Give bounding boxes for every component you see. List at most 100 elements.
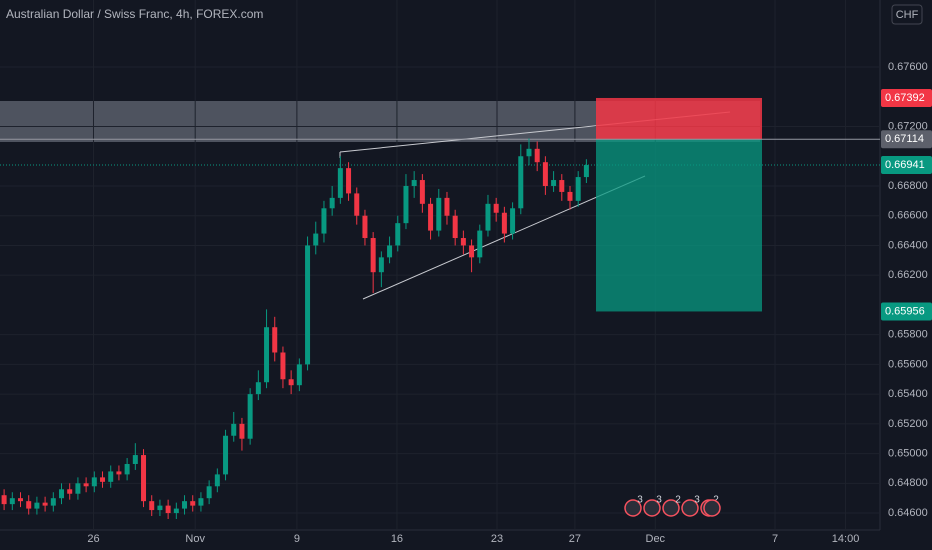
price-tag [881,130,932,149]
candle-body [477,230,483,258]
candle-body [190,501,196,506]
candle-body [198,498,204,506]
candle-body [34,502,40,509]
candle-body [534,148,540,163]
y-tick-label: 0.67600 [888,61,928,73]
candle-body [493,203,499,213]
take-profit-zone [596,139,762,312]
currency-button[interactable] [891,4,923,25]
candle-body [157,505,163,511]
candle-body [387,245,393,258]
candle-body [395,223,401,246]
candle-body [460,238,466,246]
candle-body [337,168,343,198]
candle-body [247,394,253,439]
candle-body [444,197,450,216]
candle-body [231,423,237,436]
x-tick-label: 9 [294,533,300,545]
candle-body [305,245,311,365]
candle-body [403,185,409,224]
candle-body [518,156,524,209]
candle-body [370,238,376,273]
price-tag [881,156,932,175]
y-tick-label: 0.64600 [888,507,928,519]
event-badge-label: 2 [675,495,681,506]
candle-body [42,502,48,506]
candle-body [346,168,352,194]
y-tick-label: 0.67200 [888,120,928,132]
price-tag-label: 0.67392 [885,92,925,104]
chart-title: Australian Dollar / Swiss Franc, 4h, FOR… [6,7,263,21]
candle-body [124,463,130,475]
y-tick-label: 0.65800 [888,329,928,341]
x-tick-label: 23 [491,533,503,545]
candle-body [469,245,475,258]
candle-body [296,364,302,386]
candle-body [567,191,573,201]
candle-body [378,257,384,273]
candle-body [583,165,589,178]
candle-body [264,327,270,383]
x-tick-label: 14:00 [832,533,860,545]
price-tag-label: 0.67114 [885,133,924,145]
candle-body [411,180,417,186]
candle-body [510,208,516,234]
event-badge-label: 2 [713,495,719,506]
y-tick-label: 0.65200 [888,418,928,430]
event-badge-label: 3 [694,495,700,506]
candle-body [165,505,171,514]
candle-body [132,455,138,464]
candle-body [551,180,557,186]
candle-body [206,486,212,499]
candle-body [116,471,122,475]
event-badge [662,499,680,517]
stop-loss-zone [596,97,762,140]
candle-body [313,233,319,246]
candle-body [1,495,7,505]
y-tick-label: 0.65000 [888,447,928,459]
candle-body [501,212,507,234]
candle-body [288,379,294,386]
candle-body [559,180,565,192]
candle-body [321,208,327,234]
price-tag [881,302,932,321]
candle-body [100,477,106,482]
x-tick-label: Nov [185,533,205,545]
candle-body [239,423,245,439]
y-tick-label: 0.66400 [888,239,928,251]
candle-body [214,474,220,487]
candle-body [436,197,442,231]
candle-body [149,501,155,511]
candle-body [75,483,81,494]
currency-label[interactable]: CHF [896,9,919,21]
candle-body [575,177,581,201]
candle-body [272,327,278,353]
candle-body [50,498,56,506]
candle-body [141,455,147,502]
y-tick-label: 0.65600 [888,358,928,370]
event-badge [643,499,661,517]
event-badge-label: 3 [637,495,643,506]
candle-body [91,477,97,487]
candle-body [67,489,73,494]
candle-body [452,215,458,239]
candle-body [182,501,188,509]
x-tick-label: 26 [87,533,99,545]
candle-body [329,197,335,209]
event-badge [703,499,721,517]
y-tick-label: 0.66200 [888,269,928,281]
candle-body [108,471,114,482]
candle-body [354,193,360,216]
price-tag-label: 0.66941 [885,159,925,171]
x-tick-label: Dec [646,533,666,545]
candle-body [428,203,434,231]
x-tick-label: 7 [772,533,778,545]
candle-body [542,162,548,186]
candle-body [526,148,532,157]
candle-body [419,180,425,204]
x-tick-label: 27 [569,533,581,545]
candle-body [173,508,179,514]
candle-body [255,382,261,395]
candle-body [83,483,89,487]
